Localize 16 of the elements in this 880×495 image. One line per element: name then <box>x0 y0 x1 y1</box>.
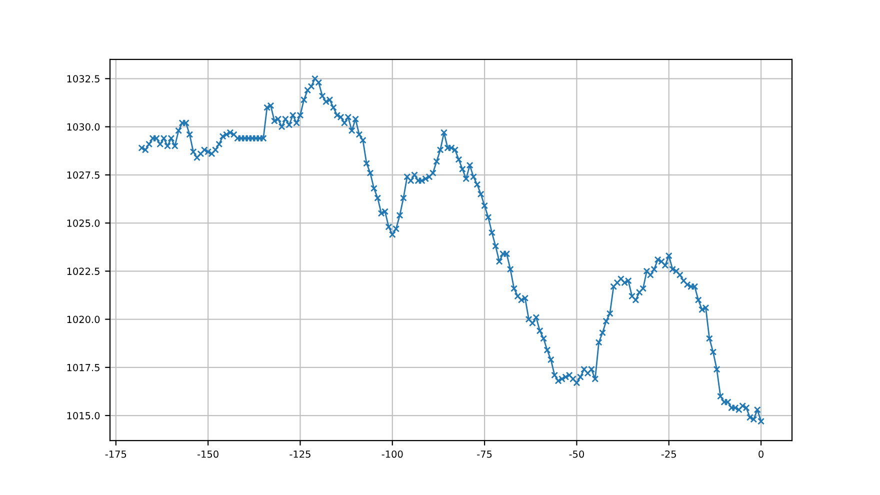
x-tick-label: -50 <box>569 450 584 458</box>
x-tick-label: -150 <box>198 450 218 458</box>
x-tick-label: 0 <box>758 450 764 458</box>
y-tick-label: 1032.5 <box>67 75 100 82</box>
y-tick-label: 1030.0 <box>67 123 100 131</box>
x-tick-label: -175 <box>105 450 126 458</box>
y-tick-label: 1025.0 <box>67 220 100 227</box>
x-tick-label: -75 <box>477 450 492 458</box>
x-tick-label: -25 <box>661 450 676 458</box>
x-tick-label: -100 <box>382 450 403 458</box>
y-tick-label: 1017.5 <box>67 364 100 372</box>
x-tick-label: -125 <box>290 450 310 458</box>
y-tick-label: 1027.5 <box>67 171 100 179</box>
y-tick-label: 1015.0 <box>67 412 100 420</box>
y-tick-label: 1022.5 <box>67 268 100 275</box>
y-tick-label: 1020.0 <box>67 316 100 324</box>
